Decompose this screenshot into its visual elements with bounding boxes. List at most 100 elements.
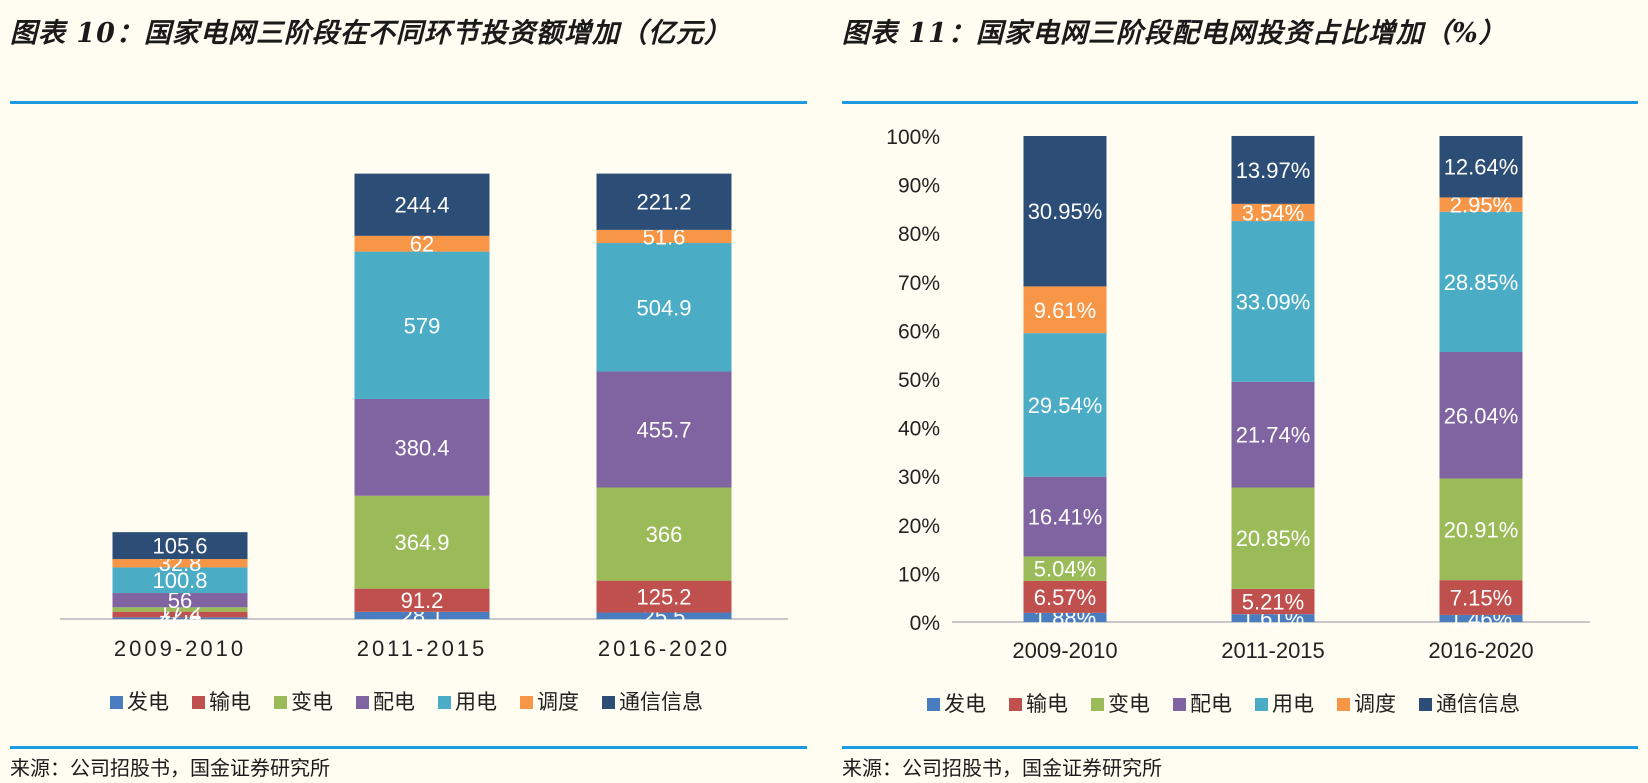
legend-swatch xyxy=(1255,698,1268,711)
bar-segment xyxy=(1023,476,1107,557)
bar-segment xyxy=(1439,211,1523,352)
bar-segment xyxy=(1023,556,1107,581)
legend-swatch xyxy=(1419,698,1432,711)
y-tick-label: 40% xyxy=(898,418,940,441)
legend-label: 发电 xyxy=(127,690,169,714)
legend-label: 用电 xyxy=(1272,692,1314,716)
legend-label: 通信信息 xyxy=(619,690,703,714)
bar-segment xyxy=(112,532,248,560)
bar-segment xyxy=(354,398,490,496)
legend-swatch xyxy=(1337,698,1350,711)
bar-segment xyxy=(1231,135,1315,204)
x-tick-label: 2009-2010 xyxy=(114,636,246,661)
bar-segment xyxy=(1231,588,1315,615)
data-label: 579 xyxy=(404,313,441,338)
bar-segment xyxy=(596,173,732,230)
y-tick-label: 100% xyxy=(886,126,940,149)
data-label: 3.54% xyxy=(1242,200,1304,225)
legend-label: 发电 xyxy=(944,692,986,716)
bar-segment xyxy=(596,371,732,488)
bar-segment xyxy=(354,588,490,612)
legend-swatch xyxy=(520,696,533,709)
bar-segment xyxy=(596,243,732,372)
bar-segment xyxy=(112,611,248,618)
data-label: 125.2 xyxy=(636,585,691,610)
y-tick-label: 10% xyxy=(898,563,940,586)
data-label: 91.2 xyxy=(401,588,444,613)
legend-label: 通信信息 xyxy=(1436,692,1520,716)
x-tick-label: 2011-2015 xyxy=(1221,638,1325,663)
source-divider-right xyxy=(842,746,1638,749)
y-tick-label: 70% xyxy=(898,272,940,295)
y-tick-label: 90% xyxy=(898,175,940,198)
data-label: 455.7 xyxy=(636,418,691,443)
data-label: 100.8 xyxy=(152,568,207,593)
bar-segment xyxy=(596,612,732,619)
data-label: 62 xyxy=(410,232,434,257)
y-tick-label: 60% xyxy=(898,320,940,343)
data-label: 5.21% xyxy=(1242,590,1304,615)
legend-swatch xyxy=(356,696,369,709)
bar-segment xyxy=(1023,136,1107,287)
investment-amount-chart: 6.422.417.256100.832.8105.62009-201028.1… xyxy=(60,173,788,714)
y-tick-label: 0% xyxy=(910,612,940,635)
bar-segment xyxy=(1231,221,1315,382)
data-label: 30.95% xyxy=(1028,199,1103,224)
bar-segment xyxy=(1439,136,1523,198)
bar-segment xyxy=(1023,286,1107,334)
bar-segment xyxy=(1439,197,1523,212)
legend-swatch xyxy=(1173,698,1186,711)
bar-segment xyxy=(354,251,490,399)
bar-segment xyxy=(1231,487,1315,589)
bar-segment xyxy=(354,611,490,619)
bar-segment xyxy=(596,229,732,244)
data-label: 366 xyxy=(646,522,683,547)
data-label: 364.9 xyxy=(394,530,449,555)
bar-segment xyxy=(1439,614,1523,622)
data-label: 21.74% xyxy=(1236,423,1311,448)
title-divider-right xyxy=(842,101,1638,104)
bar-segment xyxy=(1439,351,1523,479)
data-label: 6.57% xyxy=(1034,585,1096,610)
data-label: 12.64% xyxy=(1444,155,1519,180)
chart-title-left: 图表 10：国家电网三阶段在不同环节投资额增加（亿元） xyxy=(10,18,732,49)
x-tick-label: 2016-2020 xyxy=(598,636,730,661)
data-label: 13.97% xyxy=(1236,158,1311,183)
data-label: 33.09% xyxy=(1236,289,1311,314)
bar-segment xyxy=(1231,614,1315,622)
data-label: 244.4 xyxy=(394,193,449,218)
data-label: 7.15% xyxy=(1450,586,1512,611)
legend-label: 用电 xyxy=(455,690,497,714)
legend-swatch xyxy=(192,696,205,709)
data-label: 26.04% xyxy=(1444,403,1519,428)
bar-segment xyxy=(112,607,248,612)
bar-segment xyxy=(354,173,490,236)
source-note-left: 来源：公司招股书，国金证券研究所 xyxy=(10,756,330,780)
data-label: 20.91% xyxy=(1444,517,1519,542)
bar-segment xyxy=(112,559,248,568)
data-label: 380.4 xyxy=(394,435,449,460)
investment-share-chart: 0%10%20%30%40%50%60%70%80%90%100%1.88%6.… xyxy=(886,126,1590,716)
data-label: 29.54% xyxy=(1028,393,1103,418)
bar-segment xyxy=(1439,580,1523,615)
source-divider-left xyxy=(10,746,807,749)
y-tick-label: 50% xyxy=(898,369,940,392)
data-label: 16.41% xyxy=(1028,505,1103,530)
bar-segment xyxy=(112,617,248,619)
x-tick-label: 2009-2010 xyxy=(1012,638,1117,663)
legend-swatch xyxy=(110,696,123,709)
bar-segment xyxy=(1023,612,1107,622)
bar-segment xyxy=(112,593,248,608)
bar-segment xyxy=(1231,381,1315,488)
y-tick-label: 30% xyxy=(898,466,940,489)
bar-segment xyxy=(354,495,490,589)
legend-swatch xyxy=(1091,698,1104,711)
y-tick-label: 80% xyxy=(898,223,940,246)
legend-swatch xyxy=(927,698,940,711)
data-label: 9.61% xyxy=(1034,298,1096,323)
bar-segment xyxy=(1023,580,1107,613)
x-tick-label: 2016-2020 xyxy=(1428,638,1533,663)
data-label: 504.9 xyxy=(636,295,691,320)
bar-segment xyxy=(596,580,732,613)
legend-label: 配电 xyxy=(373,690,415,714)
